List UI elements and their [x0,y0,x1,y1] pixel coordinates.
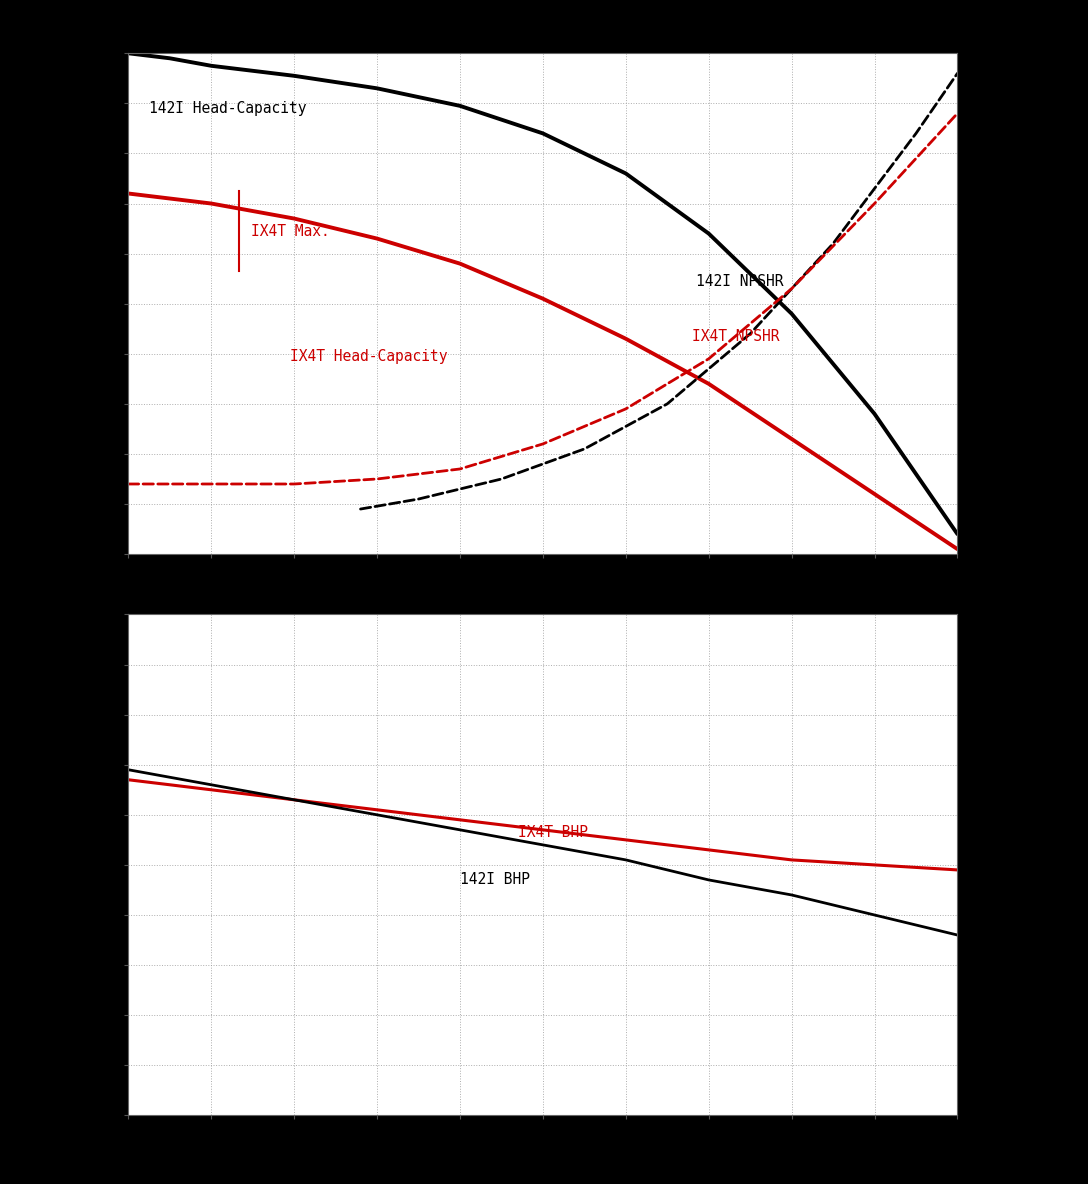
Text: IX4T Head-Capacity: IX4T Head-Capacity [290,349,447,363]
Text: 142I Head-Capacity: 142I Head-Capacity [149,101,307,116]
Text: IX4T NPSHR: IX4T NPSHR [692,329,780,343]
Text: 142I BHP: 142I BHP [460,873,530,888]
Text: 142I NPSHR: 142I NPSHR [696,274,783,289]
Text: IX4T BHP: IX4T BHP [518,825,588,839]
Text: IX4T Max.: IX4T Max. [251,224,330,238]
